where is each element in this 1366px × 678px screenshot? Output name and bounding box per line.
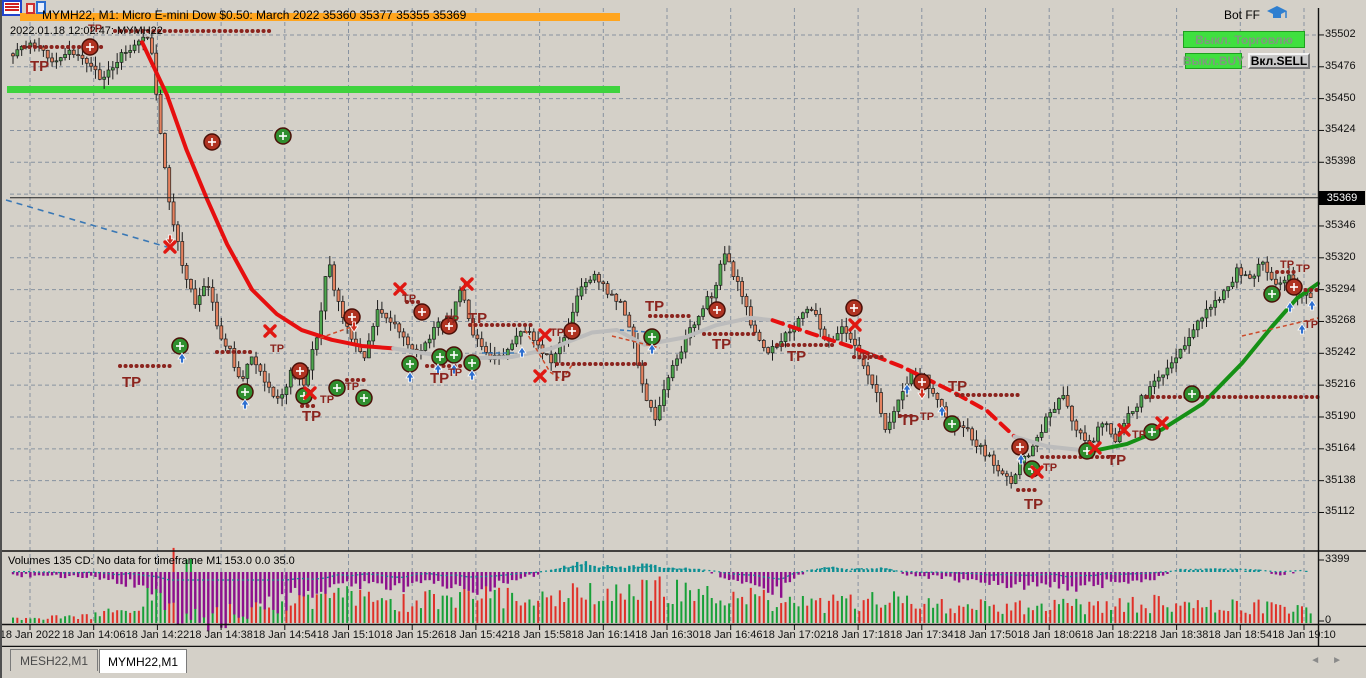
chart-tab-mymh22-m1[interactable]: MYMH22,M1 (99, 649, 187, 673)
svg-text:TP: TP (88, 23, 102, 35)
tab-scroll-right-icon[interactable]: ► (1332, 655, 1354, 666)
volume-indicator-label: Volumes 135 CD: No data for timeframe M1… (8, 555, 295, 567)
svg-text:TP: TP (345, 381, 359, 393)
time-tick-label: 18 Jan 14:06 (61, 629, 126, 641)
svg-text:TP: TP (402, 293, 416, 305)
time-tick-label: 18 Jan 17:02 (762, 629, 827, 641)
time-tick-label: 18 Jan 16:30 (635, 629, 699, 641)
time-tick-label: 18 Jan 18:54 (1208, 629, 1273, 641)
blue-page-icon (36, 1, 46, 14)
price-tick-label: 35190 (1325, 409, 1356, 422)
svg-text:TP: TP (430, 370, 449, 387)
price-tick-label: 35216 (1325, 378, 1356, 391)
time-tick-label: 18 Jan 16:14 (571, 629, 636, 641)
time-tick-label: 18 Jan 17:34 (889, 629, 954, 641)
svg-text:TP: TP (712, 336, 731, 353)
price-tick-label: 35268 (1325, 314, 1356, 327)
graduation-cap-icon (1266, 5, 1288, 26)
time-tick-label: 18 Jan 18:06 (1017, 629, 1081, 641)
svg-text:TP: TP (1280, 259, 1294, 271)
svg-text:TP: TP (1304, 319, 1318, 331)
chart-header-icons (2, 0, 1366, 16)
chart-tab-mesh22-m1[interactable]: MESH22,M1 (10, 649, 98, 671)
price-tick-label: 35346 (1325, 218, 1356, 231)
price-tick-label: 35294 (1325, 282, 1356, 295)
svg-text:TP: TP (645, 298, 664, 315)
svg-text:TP: TP (122, 374, 141, 391)
price-tick-label: 35424 (1325, 123, 1356, 136)
tab-scroll-left-icon[interactable]: ◄ (1310, 655, 1333, 666)
time-tick-label: 18 Jan 14:54 (252, 629, 317, 641)
time-tick-label: 18 Jan 14:22 (125, 629, 190, 641)
price-tick-label: 35138 (1325, 473, 1356, 486)
time-tick-label: 18 Jan 15:26 (380, 629, 444, 641)
svg-text:TP: TP (787, 348, 806, 365)
svg-text:TP: TP (948, 378, 967, 395)
svg-text:TP: TP (448, 367, 462, 379)
price-tick-label: 35502 (1325, 27, 1356, 40)
svg-text:TP: TP (1024, 496, 1043, 513)
svg-text:TP: TP (468, 310, 487, 327)
disable-trading-button[interactable]: Выкл. Торговлю (1183, 31, 1305, 48)
red-page-icon (26, 3, 35, 14)
svg-text:TP: TP (1296, 263, 1310, 275)
price-tick-label: 35164 (1325, 441, 1356, 454)
time-tick-label: 18 Jan 18:22 (1081, 629, 1145, 641)
time-tick-label: 18 Jan 2022 (0, 629, 61, 641)
svg-text:TP: TP (550, 327, 564, 339)
price-tick-label: 35112 (1325, 505, 1355, 518)
bot-name-label: Bot FF (1223, 8, 1260, 22)
time-tick-label: 18 Jan 15:58 (507, 629, 572, 641)
svg-text:TP: TP (302, 408, 321, 425)
price-tick-label: 35476 (1325, 59, 1356, 72)
svg-text:TP: TP (552, 368, 571, 385)
svg-text:TP: TP (270, 343, 284, 355)
enable-sell-button[interactable]: Вкл.SELL (1248, 53, 1310, 69)
ea-comment: 2022.01.18 12:02:47: MYMH22 (10, 25, 163, 37)
svg-text:TP: TP (30, 58, 49, 75)
time-tick-label: 18 Jan 14:38 (189, 629, 253, 641)
price-tick-label: 35242 (1325, 346, 1356, 359)
price-tick-label: 35398 (1325, 155, 1356, 168)
time-tick-label: 18 Jan 15:42 (444, 629, 508, 641)
svg-text:TP: TP (1132, 429, 1146, 441)
time-tick-label: 18 Jan 18:38 (1144, 629, 1209, 641)
svg-text:TP: TP (1043, 462, 1057, 474)
chart-windows-icon[interactable] (26, 0, 48, 16)
price-tick-label: 35450 (1325, 91, 1356, 104)
svg-text:TP: TP (920, 411, 934, 423)
price-tick-label: 35320 (1325, 250, 1356, 263)
volume-scale-label: 0 (1325, 614, 1332, 626)
svg-text:TP: TP (860, 351, 874, 363)
current-price-box: 35369 (1319, 191, 1365, 205)
svg-text:TP: TP (900, 412, 919, 429)
orders-list-icon[interactable] (2, 0, 22, 16)
time-tick-label: 18 Jan 17:18 (826, 629, 890, 641)
svg-text:TP: TP (445, 314, 459, 326)
time-tick-label: 18 Jan 16:46 (698, 629, 763, 641)
time-tick-label: 18 Jan 17:50 (953, 629, 1018, 641)
time-tick-label: 18 Jan 19:10 (1272, 629, 1336, 641)
svg-text:TP: TP (320, 394, 334, 406)
disable-buy-button[interactable]: Выкл.BUY (1182, 53, 1245, 69)
time-tick-label: 18 Jan 15:10 (316, 629, 381, 641)
svg-text:TP: TP (1107, 452, 1126, 469)
volume-scale-label: 3399 (1325, 553, 1350, 565)
chart-title: MYMH22, M1: Micro E-mini Dow $0.50: Marc… (42, 8, 467, 22)
chart-tab-bar: MESH22,M1 MYMH22,M1 ◄► (2, 647, 1366, 678)
